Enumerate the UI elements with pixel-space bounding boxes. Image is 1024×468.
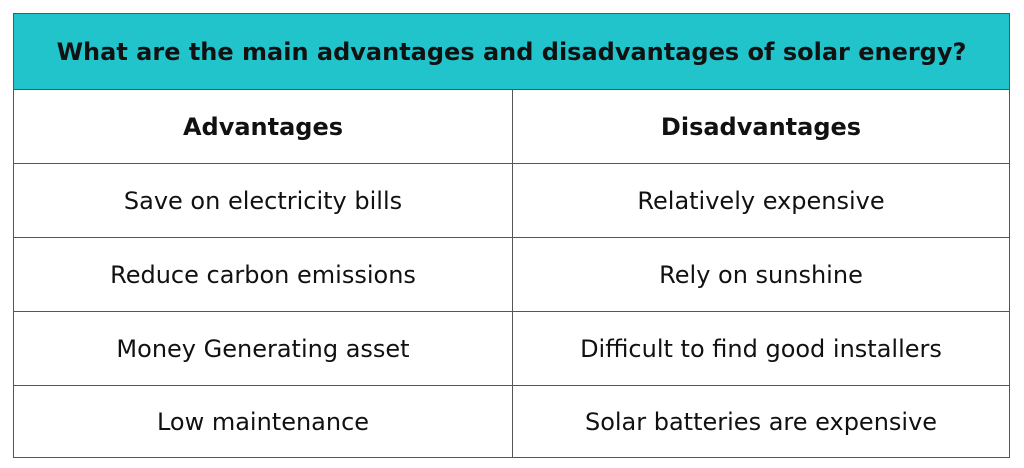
header-advantages: Advantages	[14, 90, 513, 163]
advantage-cell: Save on electricity bills	[14, 164, 513, 237]
advantage-cell: Reduce carbon emissions	[14, 238, 513, 311]
comparison-table: What are the main advantages and disadva…	[13, 13, 1010, 458]
header-disadvantages: Disadvantages	[660, 112, 862, 141]
table-title: What are the main advantages and disadva…	[14, 14, 1009, 90]
disadvantage-cell: Solar batteries are expensive	[584, 408, 938, 436]
advantage-cell: Low maintenance	[14, 386, 513, 458]
disadvantage-cell: Relatively expensive	[637, 186, 885, 215]
table-row: Money Generating asset Difficult to find…	[14, 312, 1009, 386]
advantage-cell: Money Generating asset	[14, 312, 513, 385]
table-header-row: Advantages Disadvantages	[14, 90, 1009, 164]
disadvantage-cell: Rely on sunshine	[659, 260, 863, 289]
table-row: Low maintenance Solar batteries are expe…	[14, 386, 1009, 458]
table-row: Reduce carbon emissions Rely on sunshine	[14, 238, 1009, 312]
table-row: Save on electricity bills Relatively exp…	[14, 164, 1009, 238]
disadvantage-cell: Difficult to find good installers	[580, 334, 942, 363]
